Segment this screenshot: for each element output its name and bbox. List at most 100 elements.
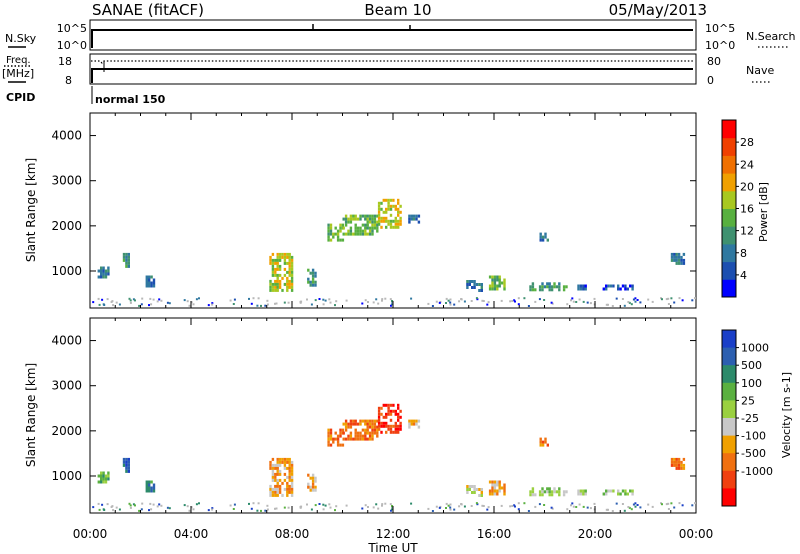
echo-cell — [341, 443, 345, 447]
echo-cell — [335, 505, 338, 508]
echo-cell — [382, 216, 385, 220]
echo-cell — [158, 503, 161, 506]
echo-cell — [166, 506, 169, 509]
power-colorbar-label: Power [dB] — [757, 182, 770, 242]
echo-cell — [278, 457, 282, 461]
y-tick-label: 4000 — [51, 129, 82, 143]
echo-cell — [97, 480, 100, 484]
colorbar-swatch — [722, 365, 736, 384]
echo-cell — [127, 255, 130, 259]
echo-cell — [354, 419, 357, 423]
echo-cell — [145, 489, 148, 493]
echo-cell — [605, 492, 608, 496]
echo-cell — [349, 220, 353, 224]
echo-cell — [339, 223, 342, 227]
echo-cell — [538, 285, 542, 289]
echo-cell — [371, 425, 374, 429]
echo-cell — [486, 303, 489, 306]
echo-cell — [324, 299, 327, 302]
echo-cell — [408, 220, 411, 224]
echo-cell — [384, 297, 387, 300]
echo-cell — [410, 214, 413, 218]
echo-cell — [364, 504, 367, 507]
echo-cell — [356, 229, 360, 233]
echo-cell — [380, 216, 383, 220]
colorbar-tick-label: 25 — [741, 394, 755, 407]
echo-cell — [125, 264, 128, 268]
echo-cell — [376, 220, 379, 224]
echo-cell — [593, 502, 596, 505]
echo-cell — [415, 217, 418, 221]
echo-cell — [665, 298, 668, 301]
echo-cell — [385, 225, 388, 229]
echo-cell — [138, 304, 141, 307]
echo-cell — [276, 493, 279, 497]
echo-cell — [602, 492, 605, 496]
echo-cell — [339, 229, 342, 233]
echo-cell — [539, 443, 542, 447]
echo-cell — [327, 235, 330, 239]
echo-cell — [399, 421, 402, 425]
echo-cell — [288, 463, 291, 467]
echo-cell — [529, 285, 532, 289]
echo-cell — [678, 502, 681, 505]
echo-cell — [565, 490, 568, 494]
echo-cell — [572, 300, 575, 303]
echo-cell — [274, 507, 276, 510]
echo-cell — [349, 419, 353, 423]
echo-cell — [496, 287, 499, 291]
freq-tick-bottom: 8 — [65, 74, 72, 87]
echo-cell — [612, 489, 615, 493]
echo-cell — [314, 274, 317, 278]
echo-cell — [670, 258, 674, 262]
echo-cell — [278, 258, 282, 262]
echo-cell — [503, 278, 506, 282]
echo-cell — [498, 284, 501, 288]
echo-cell — [493, 489, 497, 493]
echo-cell — [129, 504, 132, 507]
echo-cell — [352, 419, 355, 423]
echo-cell — [233, 503, 236, 506]
echo-cell — [102, 272, 105, 276]
echo-cell — [493, 492, 497, 496]
echo-cell — [107, 471, 110, 475]
echo-cell — [129, 506, 132, 509]
echo-cell — [278, 267, 282, 271]
time-tick-label: 00:00 — [679, 527, 714, 541]
echo-cell — [553, 487, 556, 491]
echo-cell — [390, 509, 392, 512]
echo-cell — [278, 279, 282, 283]
echo-cell — [104, 480, 108, 484]
echo-cell — [186, 300, 189, 303]
echo-cell — [290, 466, 294, 470]
echo-cell — [541, 490, 544, 494]
echo-cell — [148, 489, 151, 493]
echo-cell — [160, 299, 163, 302]
echo-cell — [359, 437, 362, 441]
echo-cell — [274, 285, 277, 289]
echo-cell — [415, 214, 418, 218]
echo-cell — [283, 506, 286, 509]
echo-cell — [276, 285, 279, 289]
echo-cell — [517, 297, 520, 300]
echo-cell — [634, 300, 637, 303]
echo-cell — [329, 428, 333, 432]
echo-cell — [311, 283, 315, 287]
echo-cell — [288, 273, 291, 277]
echo-cell — [385, 424, 388, 428]
echo-cell — [488, 480, 492, 484]
echo-cell — [276, 478, 279, 482]
echo-cell — [329, 229, 333, 233]
echo-cell — [631, 287, 634, 291]
echo-cell — [129, 299, 132, 302]
echo-cell — [107, 474, 110, 478]
echo-cell — [629, 489, 632, 493]
echo-cell — [541, 285, 544, 289]
colorbar-tick-label: 500 — [741, 359, 762, 372]
echo-cell — [122, 252, 126, 256]
echo-cell — [498, 278, 501, 282]
echo-cell — [480, 491, 483, 494]
echo-cell — [582, 287, 585, 291]
echo-cell — [134, 299, 136, 302]
echo-cell — [377, 424, 381, 428]
